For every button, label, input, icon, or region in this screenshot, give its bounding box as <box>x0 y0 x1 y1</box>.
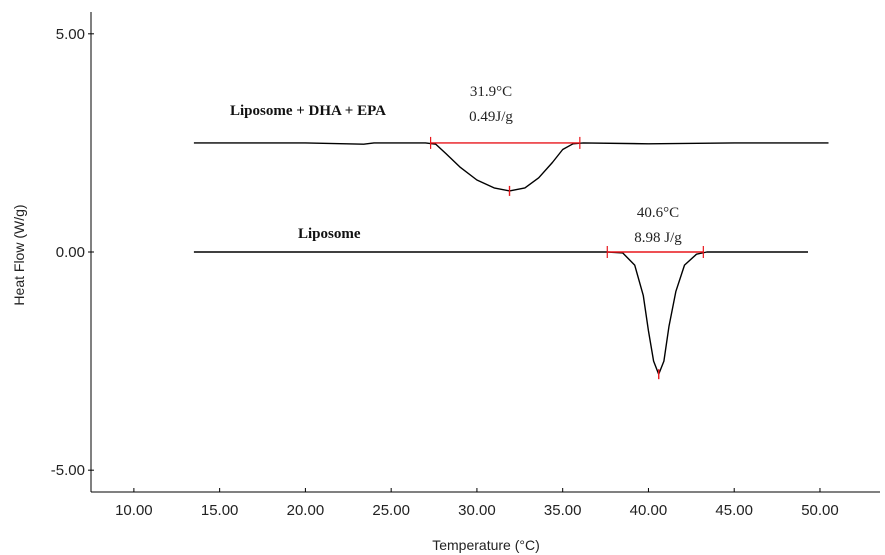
x-tick-label: 40.00 <box>630 502 668 519</box>
series-label-liposome-dha-epa: Liposome + DHA + EPA <box>230 103 386 119</box>
x-tick-label: 50.00 <box>801 502 839 519</box>
x-tick-label: 25.00 <box>372 502 410 519</box>
x-tick-label: 10.00 <box>115 502 153 519</box>
x-tick-label: 35.00 <box>544 502 582 519</box>
x-axis-title: Temperature (°C) <box>432 537 540 553</box>
y-tick-label: -5.00 <box>51 462 85 479</box>
x-tick-label: 30.00 <box>458 502 496 519</box>
y-axis-ticks: 5.00 0.00 -5.00 <box>51 26 94 479</box>
series-group <box>193 142 829 375</box>
peak-temperature-liposome: 40.6°C <box>637 205 679 221</box>
x-axis-ticks: 10.00 15.00 20.00 25.00 30.00 35.00 40.00 45.00… <box>115 488 839 519</box>
y-tick-label: 0.00 <box>56 244 85 261</box>
y-axis-title: Heat Flow (W/g) <box>11 204 27 305</box>
y-tick-label: 5.00 <box>56 26 85 43</box>
enthalpy-dha-epa: 0.49J/g <box>469 109 513 125</box>
x-tick-label: 15.00 <box>201 502 239 519</box>
integration-baselines <box>430 136 704 380</box>
x-tick-label: 20.00 <box>287 502 325 519</box>
x-tick-label: 45.00 <box>715 502 753 519</box>
series-line-liposome <box>193 251 808 375</box>
series-label-liposome: Liposome <box>298 226 361 242</box>
series-line-liposome-dha-epa <box>193 142 829 192</box>
peak-temperature-dha-epa: 31.9°C <box>470 84 512 100</box>
enthalpy-liposome: 8.98 J/g <box>634 230 682 246</box>
